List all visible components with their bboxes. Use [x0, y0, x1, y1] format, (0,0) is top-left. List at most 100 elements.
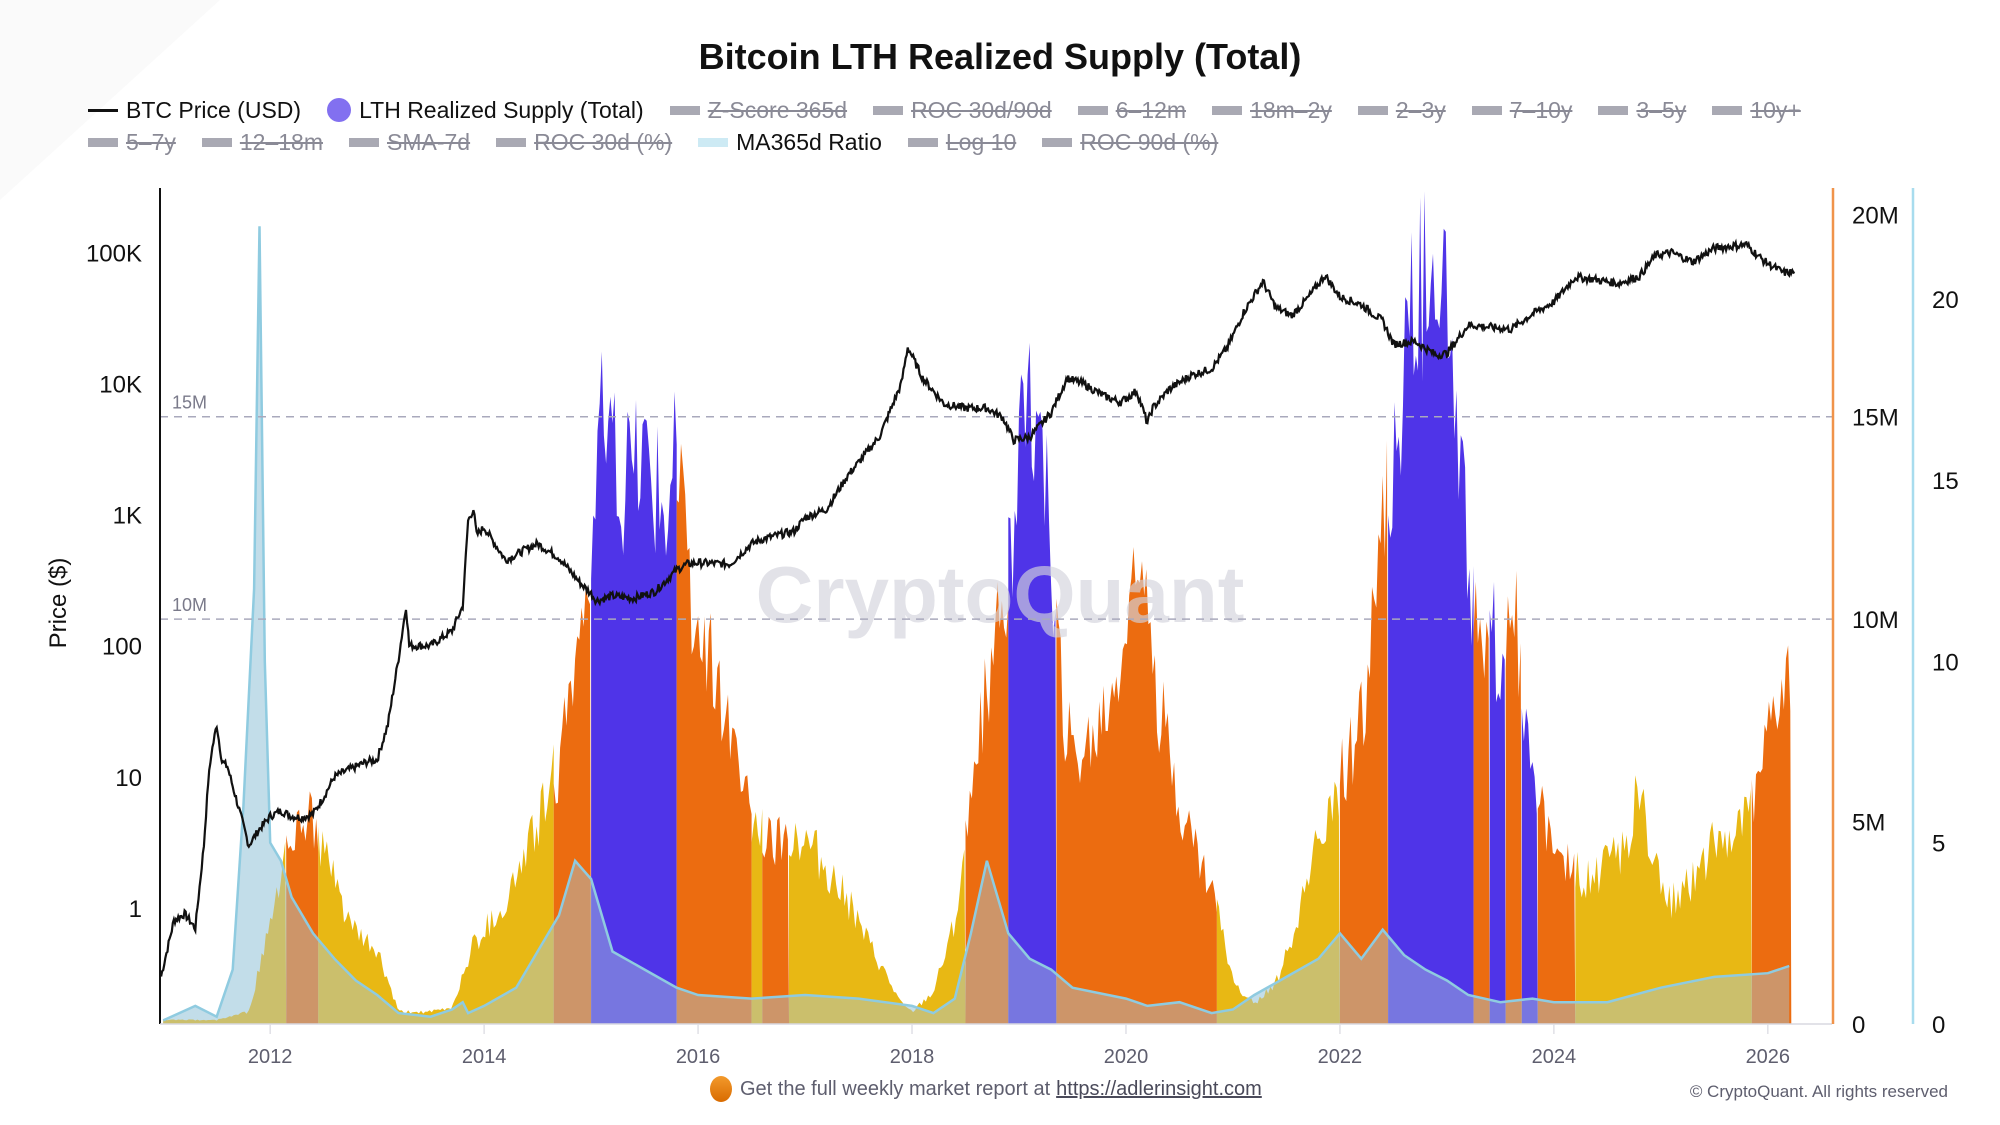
legend-swatch-icon — [1357, 105, 1388, 115]
supply-regime-low — [789, 822, 966, 1024]
legend-label: 5–7y — [126, 128, 176, 155]
y-tick-label-ratio: 5 — [1932, 831, 1945, 858]
y-tick-label-price: 10K — [99, 372, 142, 399]
legend-item[interactable]: Z-Score 365d — [669, 96, 848, 124]
legend-item[interactable]: ROC 30d/90d — [873, 97, 1052, 124]
supply-regime-low — [1575, 775, 1752, 1024]
y-tick-label-supply: 5M — [1852, 810, 1885, 837]
legend-swatch-icon — [669, 105, 700, 115]
y-tick-label-ratio: 15 — [1932, 468, 1959, 495]
x-tick-label: 2020 — [1104, 1046, 1149, 1068]
reference-line-label: 15M — [172, 393, 207, 413]
supply-regime-mid — [1056, 547, 1217, 1024]
y-tick-label-price: 100 — [102, 634, 142, 661]
legend-label: MA365d Ratio — [736, 128, 882, 155]
legend-label: Log 10 — [945, 128, 1017, 155]
supply-regime-low — [163, 841, 287, 1024]
legend-item[interactable]: 5–7y — [88, 129, 176, 156]
supply-regime-mid — [1537, 785, 1576, 1024]
y-tick-label-price: 1 — [129, 896, 142, 923]
legend-label: 18m–2y — [1250, 96, 1332, 123]
supply-regime-low — [318, 744, 554, 1024]
supply-regime-mid — [553, 585, 592, 1024]
supply-regime-mid — [1339, 440, 1389, 1024]
price-line — [160, 238, 1796, 977]
supply-regime-high — [1008, 342, 1057, 1024]
x-tick-label: 2016 — [676, 1046, 721, 1068]
legend-swatch-icon — [698, 137, 729, 147]
legend-item[interactable]: 18m–2y — [1212, 97, 1332, 124]
legend-swatch-icon — [349, 137, 379, 147]
x-tick-label: 2024 — [1532, 1046, 1577, 1068]
y-tick-label-supply: 0 — [1852, 1012, 1865, 1039]
supply-regime-mid — [1505, 570, 1522, 1024]
supply-regime-high — [1388, 191, 1474, 1024]
y-tick-label-price: 1K — [113, 503, 142, 530]
y-tick-label-ratio: 0 — [1932, 1012, 1945, 1039]
supply-regime-mid — [762, 816, 789, 1024]
y-tick-label-supply: 10M — [1852, 607, 1899, 634]
supply-regime-high — [591, 351, 677, 1024]
legend-swatch-icon — [201, 137, 232, 147]
legend-item[interactable]: 3–5y — [1598, 97, 1686, 124]
legend: BTC Price (USD) LTH Realized Supply (Tota… — [88, 94, 1948, 158]
legend-item[interactable]: SMA-7d — [349, 129, 470, 156]
legend-label: 3–5y — [1636, 96, 1687, 123]
promo-text: Get the full weekly market report at — [740, 1077, 1051, 1100]
y-tick-label-ratio: 20 — [1932, 287, 1959, 314]
legend-label: 12–18m — [239, 128, 323, 155]
legend-row-2: 5–7y 12–18m SMA-7d ROC 30d (%) MA365d Ratio L… — [88, 126, 1948, 158]
footer-promo: Get the full weekly market report at htt… — [710, 1076, 1262, 1102]
x-tick-label: 2014 — [462, 1046, 507, 1068]
legend-swatch-icon — [1212, 105, 1243, 115]
legend-label: 10y+ — [1750, 96, 1801, 123]
y-tick-label-ratio: 10 — [1932, 649, 1959, 676]
y-axis-title: Price ($) — [45, 558, 72, 649]
legend-item[interactable]: MA365d Ratio — [698, 129, 882, 156]
legend-swatch-icon — [496, 137, 527, 147]
coin-icon — [710, 1076, 732, 1102]
legend-swatch-icon — [873, 105, 904, 115]
reference-line-label: 10M — [172, 595, 207, 615]
legend-label: 6–12m — [1115, 96, 1187, 123]
legend-item[interactable]: 6–12m — [1077, 96, 1187, 124]
y-tick-label-supply: 15M — [1852, 405, 1899, 432]
legend-item[interactable]: Log 10 — [907, 128, 1017, 156]
copyright: © CryptoQuant. All rights reserved — [1689, 1082, 1948, 1101]
y-tick-label-supply: 20M — [1852, 202, 1899, 229]
legend-item[interactable]: 2–3y — [1357, 96, 1446, 124]
legend-swatch-icon — [1712, 105, 1743, 115]
reference-lines: 10M 15M — [160, 393, 1832, 620]
legend-swatch-icon — [907, 137, 938, 147]
legend-item[interactable]: ROC 90d (%) — [1042, 129, 1218, 156]
legend-item[interactable]: LTH Realized Supply (Total) — [327, 97, 644, 124]
legend-swatch-icon — [1598, 105, 1629, 115]
legend-item[interactable]: ROC 30d (%) — [496, 129, 672, 156]
supply-layer — [163, 191, 1792, 1024]
chart-title: Bitcoin LTH Realized Supply (Total) — [698, 36, 1302, 77]
ratio-line — [162, 226, 1790, 1022]
legend-swatch-icon — [1042, 137, 1073, 147]
promo-link[interactable]: https://adlerinsight.com — [1056, 1077, 1262, 1100]
supply-regime-high — [1489, 581, 1506, 1024]
supply-regime-mid — [286, 791, 319, 1024]
legend-swatch-icon — [88, 108, 118, 112]
legend-label: ROC 30d (%) — [534, 128, 673, 155]
legend-label: 2–3y — [1395, 96, 1446, 123]
supply-regime-mid — [676, 443, 752, 1024]
y-tick-label-price: 100K — [86, 241, 142, 268]
legend-item[interactable]: 12–18m — [201, 128, 323, 156]
legend-label: SMA-7d — [387, 128, 471, 155]
x-tick-label: 2022 — [1318, 1046, 1363, 1068]
x-tick-label: 2026 — [1746, 1046, 1791, 1068]
supply-regime-low — [751, 808, 763, 1024]
legend-label: Z-Score 365d — [707, 96, 848, 123]
legend-item[interactable]: 10y+ — [1712, 97, 1801, 124]
legend-item[interactable]: BTC Price (USD) — [88, 97, 301, 124]
legend-label: LTH Realized Supply (Total) — [359, 96, 644, 123]
legend-item[interactable]: 7–10y — [1471, 97, 1572, 124]
axes-layer: 1 10 100 1K 10K 100K Price ($) 0 5M 10M 15M 20M 0 5 10… — [45, 188, 1959, 1068]
legend-label: ROC 30d/90d — [911, 96, 1052, 123]
legend-swatch-icon — [1077, 105, 1108, 115]
